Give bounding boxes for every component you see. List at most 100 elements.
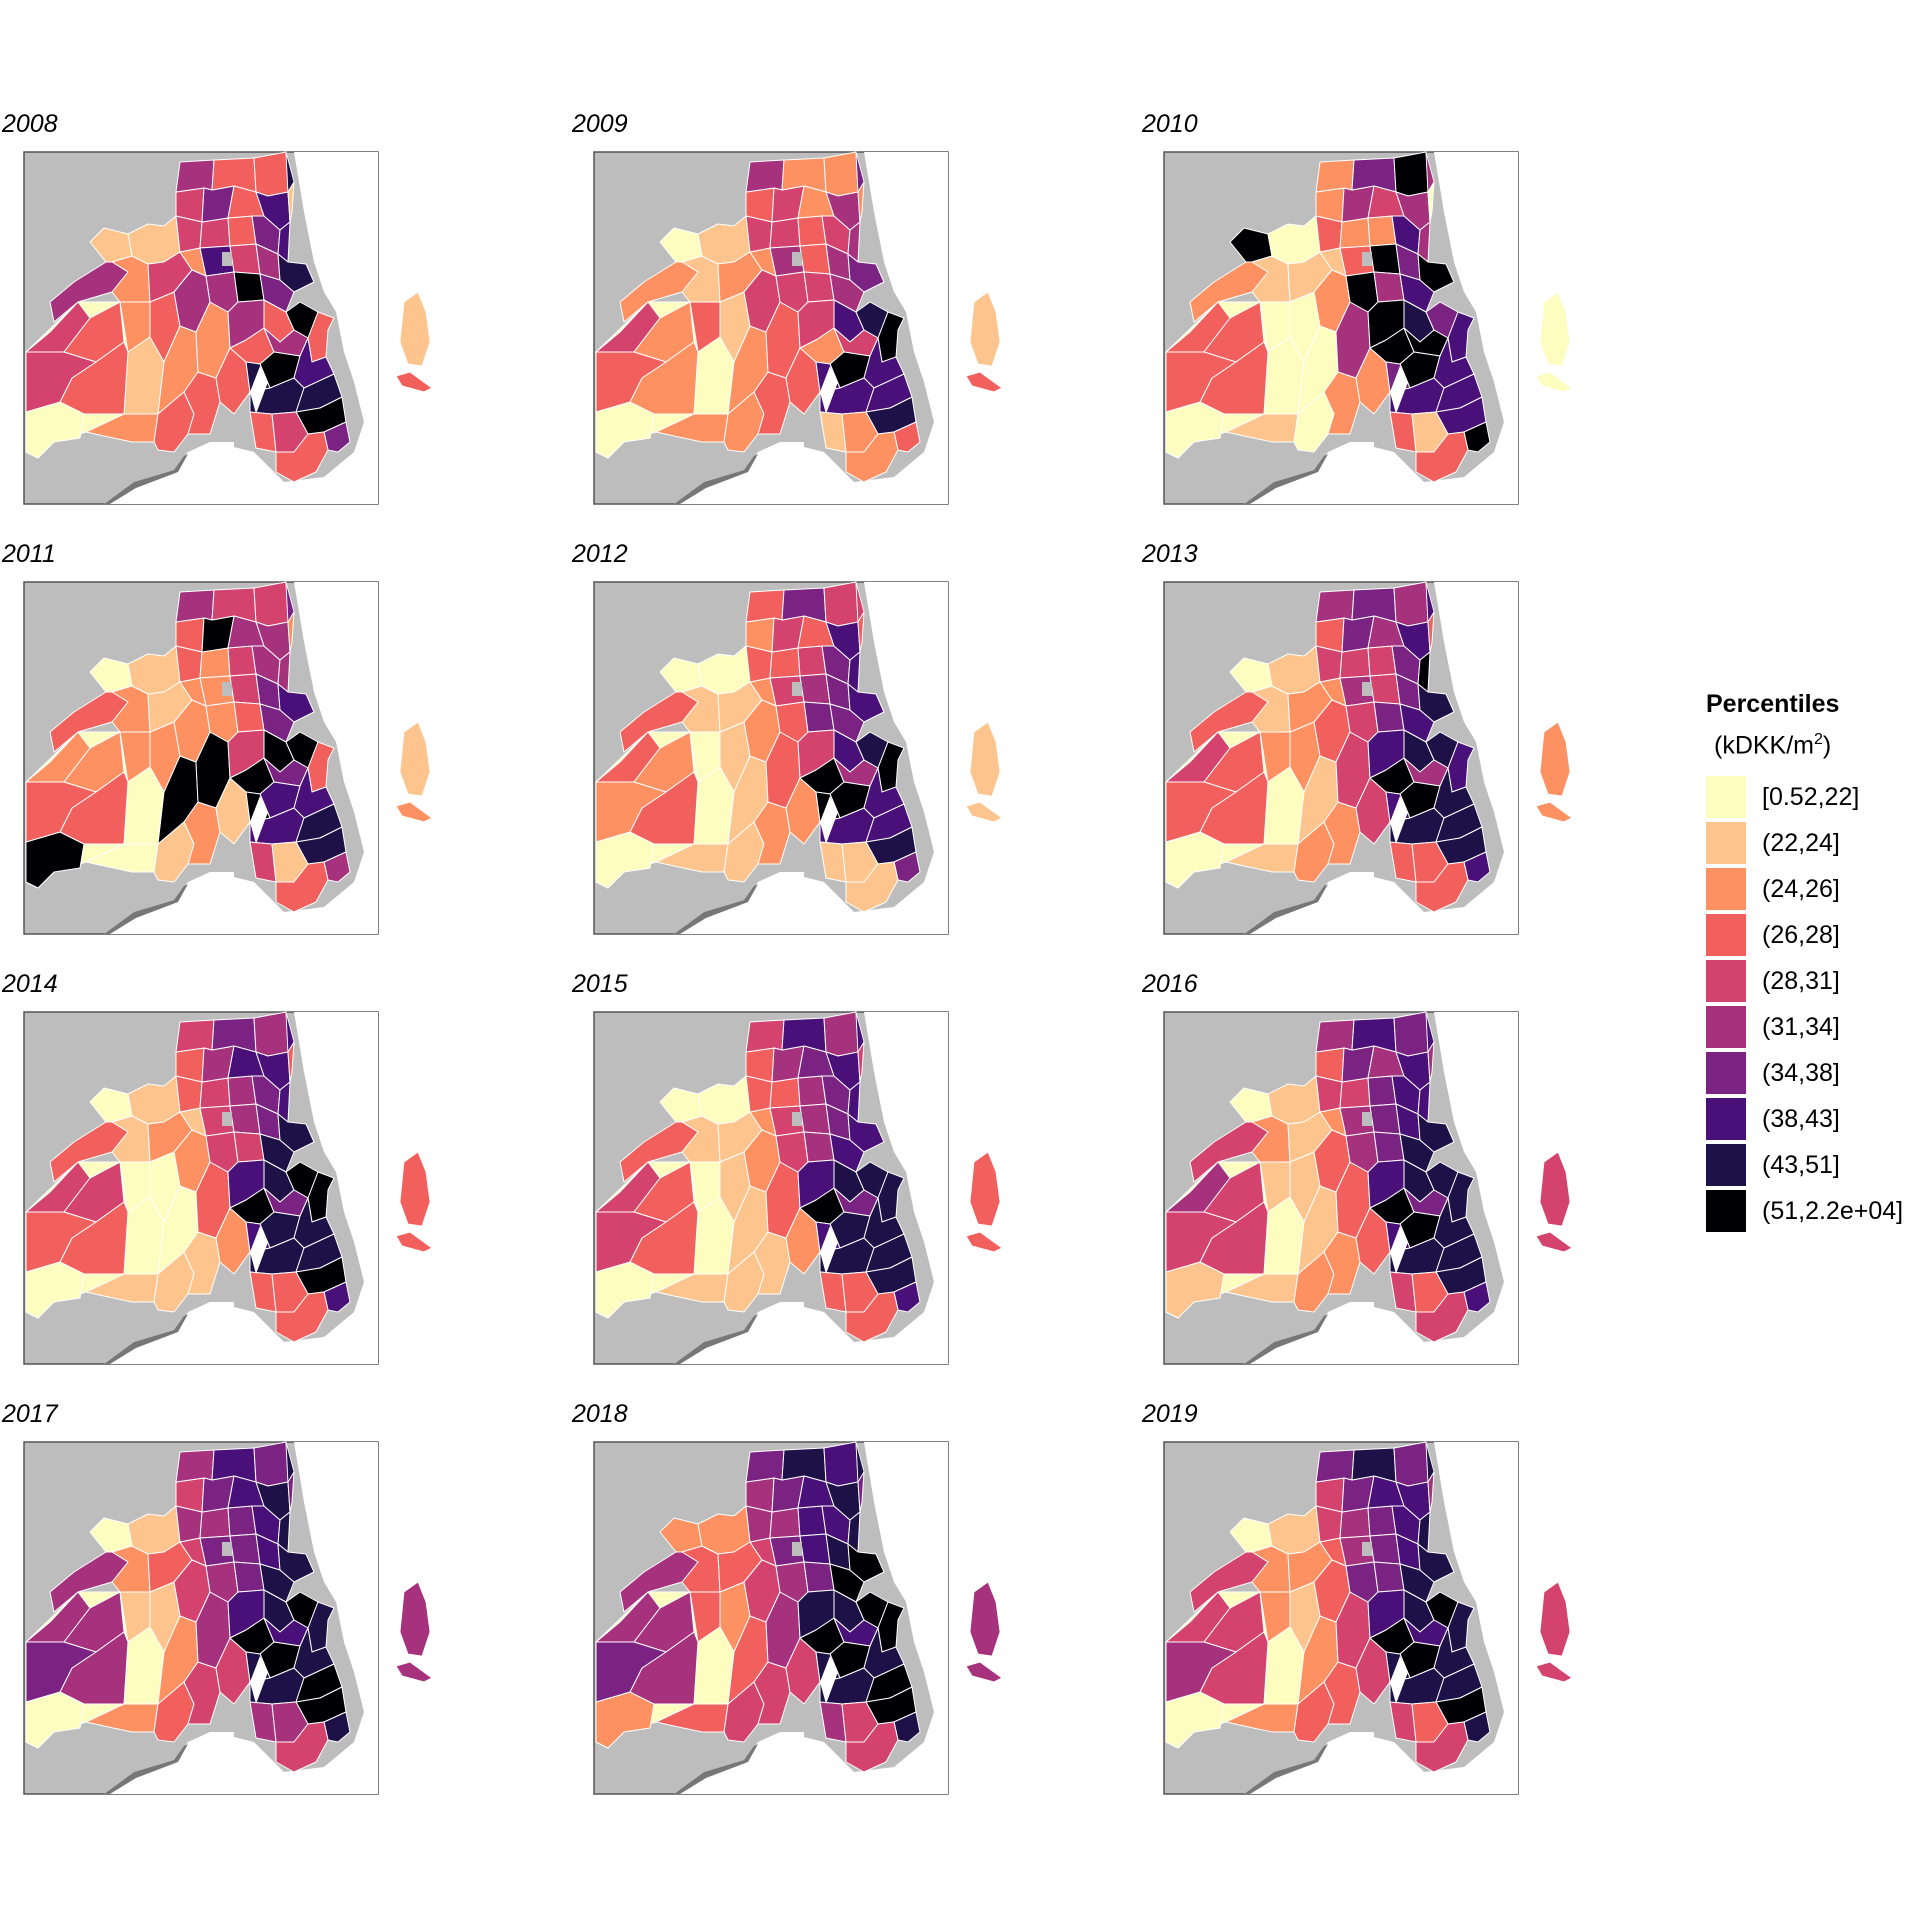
district-region bbox=[797, 1505, 827, 1537]
district-region bbox=[1165, 1211, 1237, 1273]
district-region bbox=[199, 217, 231, 249]
district-region bbox=[797, 215, 827, 247]
district-region bbox=[1415, 1291, 1469, 1343]
district-region bbox=[1315, 589, 1355, 623]
district-region bbox=[227, 215, 257, 247]
district-region bbox=[745, 1449, 785, 1483]
district-region bbox=[823, 581, 859, 627]
panel-year-title: 2015 bbox=[571, 970, 628, 998]
district-region bbox=[845, 431, 899, 483]
district-region bbox=[595, 1211, 667, 1273]
coastline-strip bbox=[674, 1744, 758, 1794]
map-panel-2015: 2015 bbox=[571, 970, 1003, 1365]
lake bbox=[222, 252, 232, 266]
panel-year-title: 2008 bbox=[1, 110, 58, 138]
sea-area bbox=[674, 582, 948, 934]
district-region bbox=[227, 1075, 257, 1107]
district-region bbox=[275, 431, 329, 483]
district-region bbox=[1393, 581, 1429, 627]
legend-swatch bbox=[1706, 822, 1746, 865]
district-region bbox=[259, 1563, 295, 1603]
district-region bbox=[287, 1471, 295, 1513]
district-region bbox=[287, 1041, 295, 1083]
map-panel-2011: 2011 bbox=[1, 540, 433, 935]
district-region bbox=[965, 1661, 1003, 1683]
district-region bbox=[395, 1661, 433, 1683]
district-region bbox=[1367, 1075, 1397, 1107]
map-panel-2016: 2016 bbox=[1141, 970, 1573, 1365]
harbour-water bbox=[250, 796, 268, 844]
legend-label: (38,43] bbox=[1762, 1104, 1840, 1133]
legend-label: (31,34] bbox=[1762, 1012, 1840, 1041]
district-region bbox=[1373, 271, 1405, 303]
district-region bbox=[1539, 1151, 1571, 1227]
harbour-water bbox=[1390, 796, 1408, 844]
sea-area bbox=[1244, 1012, 1518, 1364]
lake bbox=[792, 682, 802, 696]
district-region bbox=[233, 1131, 265, 1163]
district-region bbox=[229, 1533, 261, 1565]
legend-entry: (31,34] bbox=[1706, 1004, 1920, 1050]
panel-year-title: 2016 bbox=[1141, 970, 1198, 998]
district-region bbox=[277, 1113, 315, 1153]
sea-area bbox=[104, 582, 378, 934]
lake bbox=[1362, 1112, 1372, 1126]
district-region bbox=[25, 1211, 97, 1273]
legend-units-prefix: (kDKK/m bbox=[1714, 731, 1814, 760]
district-region bbox=[745, 215, 773, 253]
sea-area bbox=[104, 1442, 378, 1794]
district-region bbox=[1427, 1471, 1435, 1513]
legend-units-superscript: 2 bbox=[1814, 731, 1823, 748]
coastline-strip bbox=[1244, 1744, 1328, 1794]
sea-area bbox=[1244, 152, 1518, 504]
district-region bbox=[965, 1231, 1003, 1253]
district-region bbox=[799, 243, 831, 275]
legend-swatch bbox=[1706, 1098, 1746, 1141]
district-region bbox=[175, 1019, 215, 1053]
district-region bbox=[595, 781, 667, 843]
district-region bbox=[1539, 721, 1571, 797]
legend-label: (34,38] bbox=[1762, 1058, 1840, 1087]
sea-area bbox=[104, 152, 378, 504]
district-region bbox=[1393, 1441, 1429, 1487]
lake bbox=[792, 252, 802, 266]
district-region bbox=[857, 1041, 865, 1083]
map-panel-2010: 2010 bbox=[1141, 110, 1573, 505]
district-region bbox=[175, 159, 215, 193]
district-region bbox=[1427, 611, 1435, 653]
harbour-water bbox=[820, 1226, 838, 1274]
district-region bbox=[1339, 647, 1371, 679]
district-region bbox=[829, 1133, 865, 1173]
district-region bbox=[1417, 1113, 1455, 1153]
district-region bbox=[395, 1231, 433, 1253]
legend-label: (24,26] bbox=[1762, 874, 1840, 903]
coastline-strip bbox=[104, 1744, 188, 1794]
district-region bbox=[1165, 351, 1237, 413]
district-region bbox=[199, 1077, 231, 1109]
district-region bbox=[1165, 1641, 1237, 1703]
district-region bbox=[253, 581, 289, 627]
district-region bbox=[857, 1471, 865, 1513]
district-region bbox=[745, 1075, 773, 1113]
district-region bbox=[845, 861, 899, 913]
lake bbox=[1362, 1542, 1372, 1556]
legend-entry: (28,31] bbox=[1706, 958, 1920, 1004]
district-region bbox=[399, 291, 431, 367]
district-region bbox=[1417, 683, 1455, 723]
district-region bbox=[1369, 1103, 1401, 1135]
panel-year-title: 2010 bbox=[1141, 110, 1198, 138]
district-region bbox=[857, 181, 865, 223]
map-panel-2012: 2012 bbox=[571, 540, 1003, 935]
district-region bbox=[253, 1441, 289, 1487]
district-region bbox=[595, 1641, 667, 1703]
district-region bbox=[1393, 151, 1429, 197]
harbour-water bbox=[1390, 366, 1408, 414]
district-region bbox=[25, 351, 97, 413]
district-region bbox=[175, 1449, 215, 1483]
district-region bbox=[799, 673, 831, 705]
legend-label: (51,2.2e+04] bbox=[1762, 1196, 1904, 1225]
lake bbox=[222, 1112, 232, 1126]
legend-swatch bbox=[1706, 1144, 1746, 1187]
harbour-water bbox=[1390, 1656, 1408, 1704]
